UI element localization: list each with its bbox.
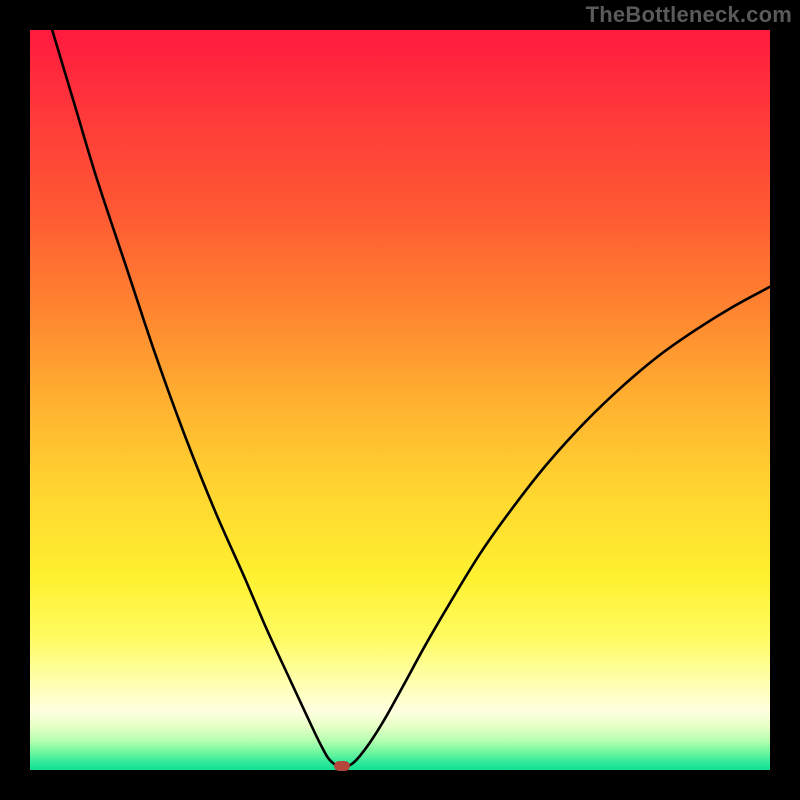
watermark-label: TheBottleneck.com	[586, 2, 792, 28]
bottleneck-curve	[30, 30, 770, 770]
plot-area	[30, 30, 770, 770]
optimal-point-marker	[334, 761, 350, 771]
curve-right-branch	[342, 287, 770, 768]
chart-frame: TheBottleneck.com	[0, 0, 800, 800]
curve-left-branch	[52, 30, 342, 768]
